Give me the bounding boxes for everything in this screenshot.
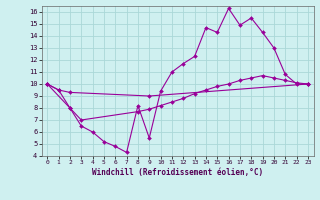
X-axis label: Windchill (Refroidissement éolien,°C): Windchill (Refroidissement éolien,°C) [92,168,263,177]
